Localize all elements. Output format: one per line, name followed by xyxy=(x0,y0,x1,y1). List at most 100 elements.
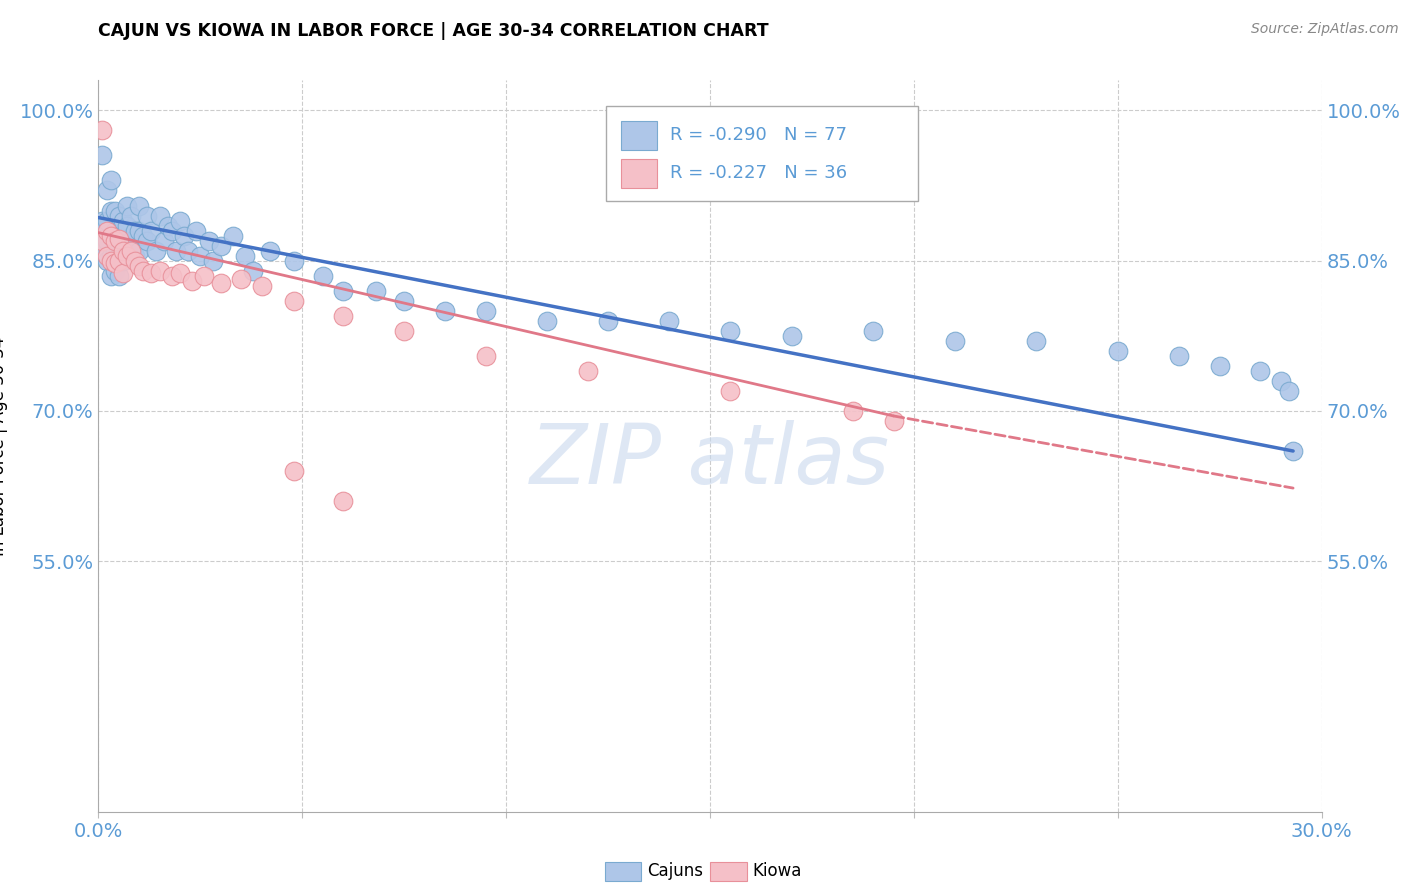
Y-axis label: In Labor Force | Age 30-34: In Labor Force | Age 30-34 xyxy=(0,336,8,556)
Point xyxy=(104,244,127,258)
Point xyxy=(104,203,127,218)
Point xyxy=(658,314,681,328)
Point xyxy=(536,314,558,328)
Point xyxy=(312,268,335,283)
Point xyxy=(132,228,155,243)
Point xyxy=(862,324,884,338)
Point xyxy=(193,268,215,283)
Point xyxy=(128,223,150,237)
Point xyxy=(91,213,114,227)
Point xyxy=(100,249,122,263)
Point xyxy=(100,173,122,187)
Point xyxy=(111,234,134,248)
Text: R = -0.290   N = 77: R = -0.290 N = 77 xyxy=(669,126,846,145)
Point xyxy=(141,223,163,237)
Point xyxy=(115,244,138,258)
Point xyxy=(104,263,127,277)
Point xyxy=(598,314,620,328)
Point xyxy=(108,209,131,223)
Point xyxy=(160,268,183,283)
Point xyxy=(474,303,498,318)
Point xyxy=(149,263,172,277)
Point xyxy=(231,271,253,285)
Point xyxy=(91,244,114,258)
Point xyxy=(124,253,146,268)
Point xyxy=(177,244,200,258)
Point xyxy=(173,228,195,243)
Point xyxy=(259,244,281,258)
Point xyxy=(120,234,142,248)
Point xyxy=(283,293,305,308)
Point xyxy=(883,414,905,428)
Point xyxy=(1282,444,1305,458)
Point xyxy=(209,238,232,252)
Point xyxy=(104,234,127,248)
Point xyxy=(115,198,138,212)
Point xyxy=(186,223,208,237)
Bar xyxy=(620,120,658,150)
Point xyxy=(283,253,305,268)
Point xyxy=(136,234,159,248)
Point xyxy=(1209,359,1232,373)
Point xyxy=(1270,374,1292,388)
Point xyxy=(132,263,155,277)
Point xyxy=(108,228,131,243)
Point xyxy=(1025,334,1047,348)
Point xyxy=(96,184,118,198)
Point xyxy=(165,244,187,258)
Point xyxy=(160,223,183,237)
Point xyxy=(434,303,457,318)
Point xyxy=(128,244,150,258)
Point xyxy=(283,464,305,478)
Point xyxy=(115,249,138,263)
Point xyxy=(780,328,803,343)
Point xyxy=(104,223,127,237)
Point xyxy=(474,349,498,363)
Point xyxy=(332,309,354,323)
Bar xyxy=(620,159,658,188)
Text: Cajuns: Cajuns xyxy=(647,863,703,880)
Point xyxy=(96,234,118,248)
Point xyxy=(100,268,122,283)
Point xyxy=(141,266,163,280)
Point xyxy=(209,276,232,290)
Point xyxy=(100,228,122,243)
Point xyxy=(233,249,256,263)
Point xyxy=(100,228,122,243)
Point xyxy=(181,274,204,288)
Point xyxy=(128,198,150,212)
Point xyxy=(104,255,127,269)
Text: Kiowa: Kiowa xyxy=(752,863,801,880)
Point xyxy=(115,219,138,233)
Point xyxy=(169,213,191,227)
Point xyxy=(96,213,118,227)
Point xyxy=(152,234,174,248)
Point xyxy=(108,268,131,283)
Point xyxy=(100,253,122,268)
Point xyxy=(392,324,416,338)
Point xyxy=(332,494,354,508)
Point xyxy=(1107,343,1129,358)
Point xyxy=(576,364,599,378)
Point xyxy=(197,234,219,248)
Point xyxy=(91,123,114,137)
Text: ZIP atlas: ZIP atlas xyxy=(530,420,890,501)
Point xyxy=(100,203,122,218)
Point xyxy=(242,263,264,277)
Point xyxy=(108,249,131,263)
Point xyxy=(943,334,966,348)
Point xyxy=(1278,384,1301,398)
Point xyxy=(124,223,146,237)
Point xyxy=(111,213,134,227)
Point xyxy=(111,266,134,280)
Point xyxy=(96,253,118,268)
Point xyxy=(108,231,131,245)
Point xyxy=(201,253,224,268)
Point xyxy=(145,244,167,258)
Point xyxy=(1249,364,1271,378)
Point xyxy=(149,209,172,223)
Point xyxy=(841,404,863,418)
Text: Source: ZipAtlas.com: Source: ZipAtlas.com xyxy=(1251,22,1399,37)
Point xyxy=(111,244,134,258)
Point xyxy=(332,284,354,298)
